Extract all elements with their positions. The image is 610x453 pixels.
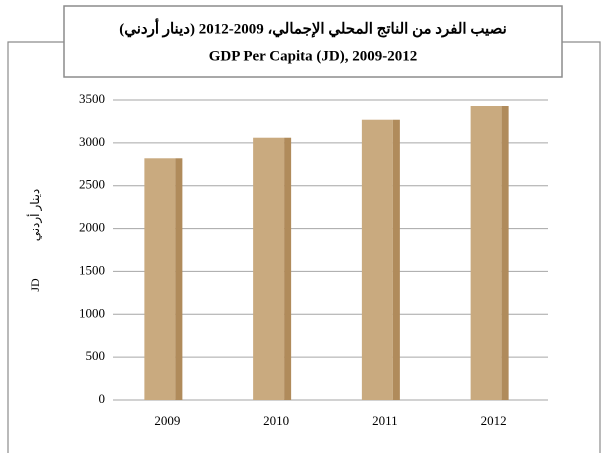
y-axis-label: دينار أردني (27, 189, 42, 242)
x-tick-label: 2012 (481, 413, 507, 428)
bar-side (501, 106, 509, 400)
y-axis-label: JD (28, 278, 42, 292)
y-tick-label: 2000 (79, 220, 105, 235)
bar (361, 119, 400, 400)
chart-title: نصيب الفرد من الناتج المحلي الإجمالي، 20… (119, 17, 507, 38)
bar-front (253, 137, 285, 400)
bar (253, 137, 292, 400)
bar-front (470, 106, 502, 400)
x-tick-label: 2009 (154, 413, 180, 428)
title-box (63, 5, 563, 78)
bar (144, 158, 183, 400)
chart-subtitle: GDP Per Capita (JD), 2009-2012 (209, 48, 417, 64)
y-tick-label: 500 (86, 348, 106, 363)
bar-front (361, 119, 393, 400)
x-tick-label: 2010 (263, 413, 289, 428)
bar (470, 106, 509, 400)
bar-side (392, 119, 400, 400)
x-tick-label: 2011 (372, 413, 398, 428)
y-tick-label: 3500 (79, 91, 105, 106)
y-tick-label: 3000 (79, 134, 105, 149)
bar-front (144, 158, 176, 400)
bar-side (284, 137, 292, 400)
y-tick-label: 0 (99, 391, 106, 406)
y-tick-label: 2500 (79, 177, 105, 192)
y-tick-label: 1500 (79, 262, 105, 277)
outer-frame (7, 41, 601, 453)
bar-side (175, 158, 183, 400)
y-tick-label: 1000 (79, 305, 105, 320)
